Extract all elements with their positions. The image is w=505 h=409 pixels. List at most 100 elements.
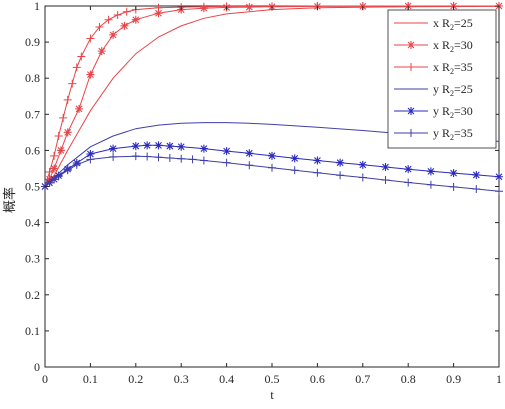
data-point-plus	[199, 156, 208, 165]
series-line	[44, 5, 500, 187]
data-point-asterisk	[109, 30, 118, 39]
data-point-plus	[404, 178, 413, 187]
legend-label: y R2=30	[433, 104, 473, 120]
data-point-plus	[113, 11, 122, 20]
data-point-asterisk	[199, 144, 208, 153]
y-tick-label: 0.6	[25, 143, 40, 157]
data-point-asterisk	[290, 154, 299, 163]
y-tick-label: 0.7	[25, 107, 40, 121]
y-tick-label: 1	[34, 0, 40, 13]
data-point-plus	[245, 161, 254, 170]
data-point-asterisk	[131, 142, 140, 151]
data-point-asterisk	[245, 3, 254, 12]
data-point-plus	[63, 95, 72, 104]
series-line	[44, 122, 500, 187]
data-point-plus	[50, 175, 59, 184]
data-point-plus	[407, 129, 415, 137]
data-point-plus	[77, 52, 86, 61]
data-point-asterisk	[50, 164, 59, 173]
data-point-asterisk	[336, 158, 345, 167]
data-point-plus	[143, 152, 152, 161]
data-point-plus	[54, 172, 63, 181]
series-line	[44, 155, 500, 192]
y-tick-label: 0.5	[25, 180, 40, 194]
legend-label: x R2=35	[433, 60, 473, 76]
data-point-asterisk	[313, 156, 322, 165]
x-tick-label: 0.3	[174, 372, 189, 386]
data-point-plus	[495, 187, 503, 196]
data-point-asterisk	[131, 15, 140, 24]
data-point-plus	[86, 34, 95, 43]
x-tick-label: 1	[496, 372, 502, 386]
x-tick-label: 0	[42, 372, 48, 386]
data-point-asterisk	[358, 160, 367, 169]
data-point-asterisk	[407, 107, 415, 115]
data-point-plus	[72, 63, 81, 72]
data-point-asterisk	[426, 167, 435, 176]
y-axis-label: 概率	[2, 187, 17, 213]
x-tick-label: 0.5	[265, 372, 280, 386]
data-point-asterisk	[56, 146, 65, 155]
legend-label: y R2=35	[433, 126, 473, 142]
data-point-plus	[45, 168, 54, 177]
data-point-plus	[381, 176, 390, 185]
x-tick-label: 0.6	[310, 372, 325, 386]
data-point-plus	[86, 155, 95, 164]
legend-label: x R2=25	[433, 16, 473, 32]
x-tick-label: 0.9	[446, 372, 461, 386]
data-point-plus	[50, 151, 59, 160]
legend-item: x R2=35	[394, 60, 473, 76]
series-6	[41, 152, 503, 196]
legend-item: y R2=30	[394, 104, 473, 120]
y-tick-label: 0.9	[25, 35, 40, 49]
data-point-plus	[154, 153, 163, 162]
data-point-asterisk	[381, 163, 390, 172]
data-point-plus	[154, 3, 163, 12]
y-tick-label: 0.8	[25, 71, 40, 85]
data-point-plus	[131, 152, 140, 161]
data-point-asterisk	[165, 142, 174, 151]
data-point-asterisk	[222, 147, 231, 156]
data-point-plus	[165, 153, 174, 162]
data-point-plus	[188, 155, 197, 164]
y-tick-label: 0.4	[25, 216, 40, 230]
data-point-plus	[199, 2, 208, 11]
data-point-plus	[426, 180, 435, 189]
data-point-plus	[54, 131, 63, 140]
y-tick-label: 0	[34, 360, 40, 374]
data-point-plus	[95, 22, 104, 31]
data-point-asterisk	[86, 70, 95, 79]
data-point-plus	[109, 152, 118, 161]
data-point-asterisk	[75, 104, 84, 113]
data-point-plus	[268, 163, 276, 172]
y-tick-label: 0.2	[25, 288, 40, 302]
data-point-plus	[63, 166, 72, 175]
legend-label: x R2=30	[433, 38, 473, 54]
data-point-plus	[104, 15, 113, 24]
data-point-plus	[407, 63, 415, 71]
x-axis-label: t	[270, 387, 274, 402]
data-point-plus	[313, 168, 322, 177]
data-point-plus	[222, 158, 231, 167]
data-point-plus	[72, 160, 81, 169]
data-point-plus	[122, 7, 131, 16]
data-point-asterisk	[495, 172, 503, 181]
data-point-asterisk	[154, 9, 163, 18]
data-point-plus	[472, 185, 481, 194]
data-point-plus	[358, 173, 367, 182]
data-point-asterisk	[63, 128, 72, 137]
data-point-asterisk	[109, 144, 118, 153]
x-tick-label: 0.1	[83, 372, 98, 386]
x-tick-label: 0.8	[401, 372, 416, 386]
legend-label: y R2=25	[433, 82, 473, 98]
data-point-plus	[336, 171, 345, 180]
data-point-asterisk	[472, 170, 481, 179]
legend: x R2=25 x R2=30 x R2=35 y R2=25 y R2=30 y R2=…	[387, 9, 497, 149]
legend-item: y R2=35	[394, 126, 473, 142]
data-point-plus	[45, 178, 54, 187]
legend-item: x R2=25	[394, 16, 473, 32]
data-point-asterisk	[120, 21, 129, 30]
legend-item: y R2=25	[394, 82, 473, 98]
data-point-asterisk	[154, 141, 163, 150]
